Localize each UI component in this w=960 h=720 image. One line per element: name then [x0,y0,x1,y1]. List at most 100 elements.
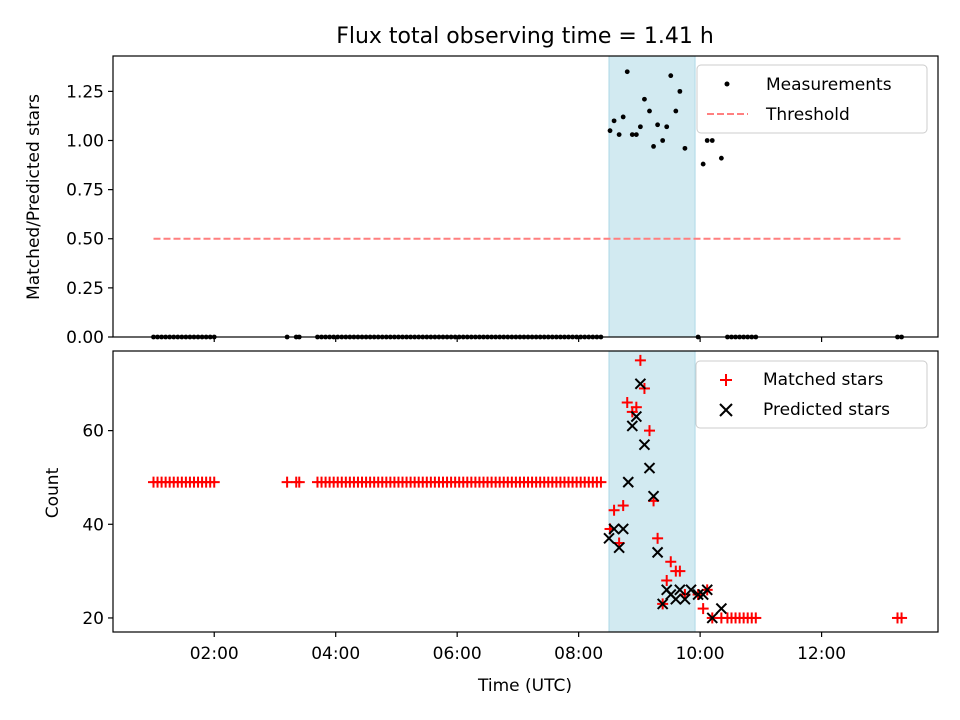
legend-matched-label: Matched stars [763,370,883,390]
top-legend: Measurements Threshold [696,64,928,134]
legend-predicted-marker [719,403,733,417]
matched-point [644,425,656,437]
bottom-legend-box [695,360,928,429]
matched-point [621,397,633,409]
matched-point [595,476,607,488]
measurement-point [660,138,666,143]
bottom-ylabel: Count [43,467,63,518]
predicted-point [608,523,620,535]
predicted-point [651,546,664,559]
legend-measurements-label: Measurements [766,75,892,95]
measurement-point [664,124,670,130]
y-tick-label: 1.25 [66,82,104,102]
predicted-point [670,593,682,605]
matched-point [750,612,762,624]
predicted-point [706,612,718,624]
y-tick-label: 60 [82,422,104,442]
bottom-y-ticks: 20 40 60 [82,422,113,629]
y-tick-label: 0.50 [66,230,104,250]
matched-point [674,565,686,577]
measurement-point [682,145,688,151]
predicted-point [617,523,629,535]
y-tick-label: 20 [82,609,104,629]
y-tick-label: 40 [82,515,104,535]
bottom-panel: 20 40 60 02:00 04:00 06:00 08:00 10:00 12:00 Co… [43,350,939,696]
legend-threshold-label: Threshold [765,105,850,125]
predicted-point [622,476,634,488]
measurement-point [709,138,715,143]
predicted-point [634,378,647,390]
measurement-point [624,69,630,75]
measurement-point [651,143,656,149]
measurement-point [642,96,647,102]
measurement-point [673,108,679,114]
y-tick-label: 1.00 [66,131,104,151]
predicted-point [701,584,713,596]
measurement-point [700,161,706,167]
x-axis-label: Time (UTC) [477,676,572,696]
measurement-point [718,155,724,161]
measurement-point [704,138,710,143]
top-panel: 0.00 0.25 0.50 0.75 1.00 1.25 Matched/Predict… [24,55,939,348]
matched-point [293,476,305,488]
matched-point [617,500,629,512]
predicted-point [630,410,643,423]
matched-point [665,556,677,568]
measurement-point [611,118,617,124]
top-ylabel: Matched/Predicted stars [24,94,44,300]
predicted-point [647,490,660,502]
measurement-point [655,122,661,128]
measurement-point [607,128,613,134]
top-highlight-band [608,55,696,338]
x-tick-label: 10:00 [676,644,725,664]
legend-measurements-marker [724,81,730,87]
matched-point [661,574,673,586]
matched-point [630,401,642,413]
predicted-point [656,598,669,610]
y-tick-label: 0.75 [66,181,104,201]
measurement-point [629,132,635,138]
matched-point [208,476,220,488]
predicted-point [679,593,691,605]
measurement-point [677,88,683,94]
x-tick-label: 08:00 [554,644,603,664]
predicted-point [638,438,651,451]
x-tick-label: 02:00 [190,644,239,664]
bottom-highlight-band [608,350,696,633]
predicted-point [674,584,686,596]
predicted-point [715,602,728,615]
top-x-ticks [213,337,823,342]
bottom-x-ticks: 02:00 04:00 06:00 08:00 10:00 12:00 [190,632,846,664]
x-tick-label: 12:00 [797,644,846,664]
measurement-point [616,132,622,138]
top-y-ticks: 0.00 0.25 0.50 0.75 1.00 1.25 [66,82,113,348]
predicted-point [685,584,697,596]
matched-point [608,504,620,516]
predicted-point [626,420,639,432]
predicted-point [603,532,615,545]
x-tick-label: 06:00 [433,644,482,664]
predicted-point [613,541,625,554]
measurement-point [668,73,674,79]
legend-predicted-label: Predicted stars [763,400,890,420]
y-tick-label: 0.25 [66,279,104,299]
top-axes-frame [112,55,939,338]
measurement-point [647,108,652,114]
measurement-point [620,114,626,120]
measurement-point [637,124,643,130]
matched-point [634,354,646,366]
bottom-legend: Matched stars Predicted stars [695,360,928,429]
predicted-point [692,588,704,601]
predicted-point [643,462,656,474]
top-legend-box [696,64,928,134]
bottom-plot-marks [147,354,908,624]
y-tick-label: 0.00 [66,328,104,348]
matched-point [697,603,709,615]
legend-matched-marker [720,374,732,386]
matched-point [896,612,908,624]
figure-title: Flux total observing time = 1.41 h [336,24,714,49]
x-tick-label: 04:00 [311,644,360,664]
measurement-point [633,132,639,138]
bottom-axes-frame [112,350,939,633]
